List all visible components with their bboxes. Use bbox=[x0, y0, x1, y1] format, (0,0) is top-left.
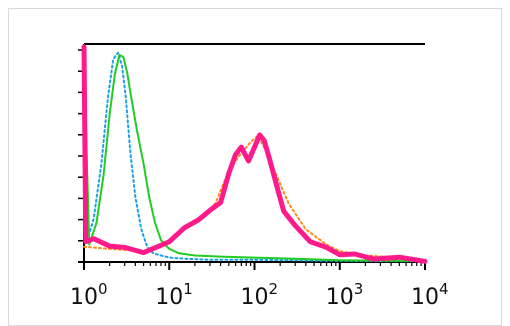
series-line-2 bbox=[83, 53, 426, 263]
chart-series bbox=[81, 44, 428, 264]
x-tick-base: 10 bbox=[241, 285, 269, 310]
x-tick-label: 100 bbox=[70, 280, 108, 310]
x-tick-base: 10 bbox=[70, 285, 98, 310]
series-line-4 bbox=[81, 44, 428, 264]
x-tick-exponent: 1 bbox=[183, 280, 193, 298]
x-tick-exponent: 0 bbox=[98, 280, 108, 298]
x-tick-label: 102 bbox=[241, 280, 279, 310]
x-tick-label: 104 bbox=[411, 280, 449, 310]
x-tick-label: 103 bbox=[326, 280, 364, 310]
chart-frame bbox=[8, 8, 502, 326]
series-line-1 bbox=[83, 51, 426, 263]
x-tick-exponent: 4 bbox=[439, 280, 449, 298]
x-tick-label: 101 bbox=[155, 280, 193, 310]
x-tick-exponent: 2 bbox=[269, 280, 279, 298]
x-tick-base: 10 bbox=[411, 285, 439, 310]
x-tick-base: 10 bbox=[326, 285, 354, 310]
x-tick-exponent: 3 bbox=[354, 280, 364, 298]
x-tick-labels: 100 101 102 103 104 bbox=[70, 280, 449, 310]
x-tick-base: 10 bbox=[155, 285, 183, 310]
